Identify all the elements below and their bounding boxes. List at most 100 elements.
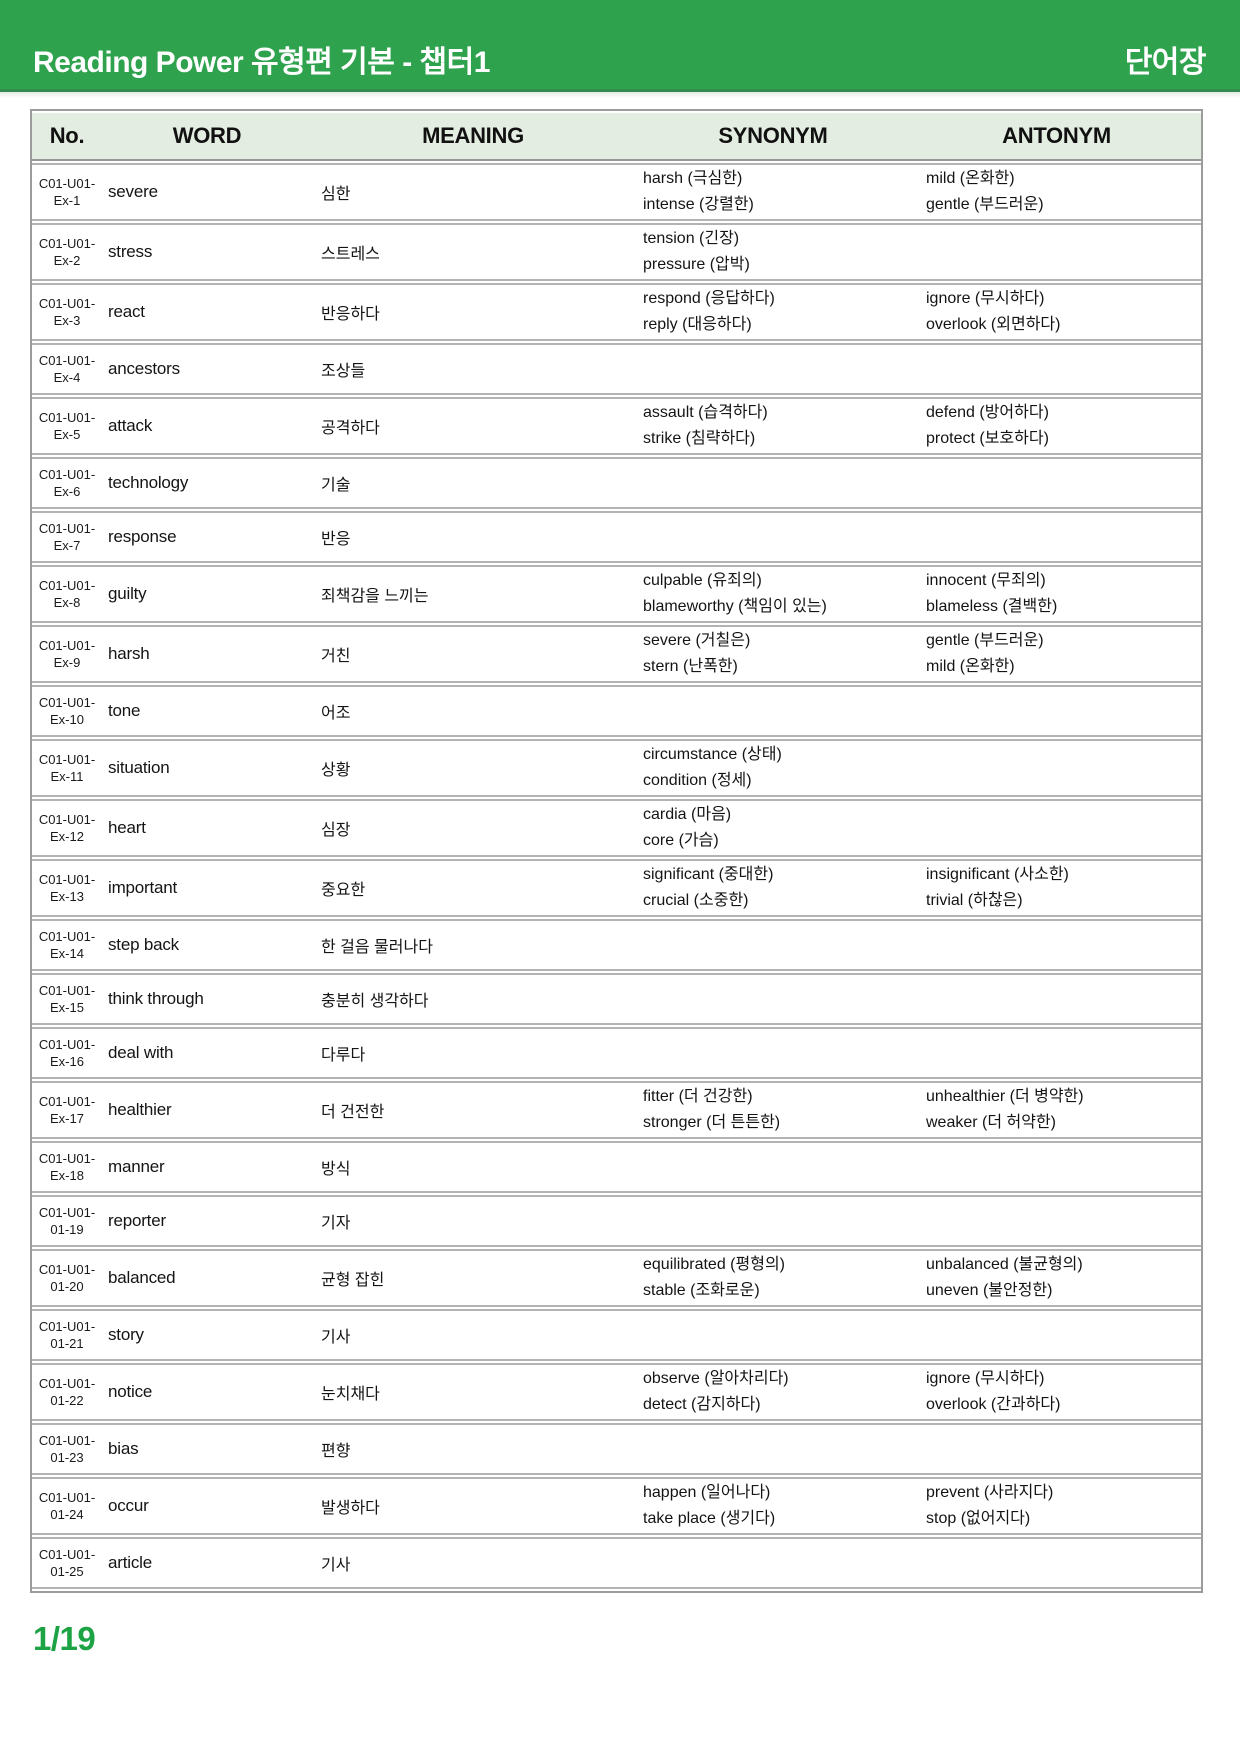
synonym-line: take place (생기다): [643, 1510, 776, 1527]
synonym-line: assault (습격하다): [643, 404, 768, 421]
word-cell: tone: [102, 685, 312, 737]
antonym-cell: [912, 685, 1201, 737]
table-row: C01-U01- Ex-14 step back 한 걸음 물러나다: [32, 919, 1201, 971]
antonym-cell: mild (온화한) gentle (부드러운): [912, 163, 1201, 221]
row-id-cell: C01-U01- Ex-11: [32, 739, 102, 797]
table-row: C01-U01- Ex-11 situation 상황 circumstance…: [32, 739, 1201, 797]
row-id-cell: C01-U01- 01-23: [32, 1423, 102, 1475]
synonym-line: respond (응답하다): [643, 290, 775, 307]
synonym-cell: [634, 511, 912, 563]
row-id-prefix: C01-U01-: [38, 176, 96, 191]
row-id-cell: C01-U01- 01-20: [32, 1249, 102, 1307]
table-row: C01-U01- Ex-8 guilty 죄책감을 느끼는 culpable (…: [32, 565, 1201, 623]
antonym-line: uneven (불안정한): [926, 1282, 1053, 1299]
row-id-cell: C01-U01- 01-24: [32, 1477, 102, 1535]
column-header-antonym: ANTONYM: [912, 113, 1201, 161]
vocab-table: No. WORD MEANING SYNONYM ANTONYM C01-U01…: [32, 111, 1201, 1591]
meaning-cell: 조상들: [312, 343, 634, 395]
antonym-line: gentle (부드러운): [926, 196, 1044, 213]
synonym-cell: equilibrated (평형의) stable (조화로운): [634, 1249, 912, 1307]
synonym-cell: assault (습격하다) strike (침략하다): [634, 397, 912, 455]
meaning-cell: 눈치채다: [312, 1363, 634, 1421]
word-cell: heart: [102, 799, 312, 857]
row-id-prefix: C01-U01-: [38, 467, 96, 482]
meaning-cell: 어조: [312, 685, 634, 737]
row-id-number: Ex-17: [50, 1111, 84, 1126]
row-id-number: Ex-11: [50, 769, 84, 784]
word-cell: response: [102, 511, 312, 563]
table-row: C01-U01- Ex-12 heart 심장 cardia (마음) core …: [32, 799, 1201, 857]
meaning-cell: 한 걸음 물러나다: [312, 919, 634, 971]
synonym-cell: respond (응답하다) reply (대응하다): [634, 283, 912, 341]
row-id-prefix: C01-U01-: [38, 296, 96, 311]
antonym-line: stop (없어지다): [926, 1510, 1031, 1527]
meaning-cell: 반응하다: [312, 283, 634, 341]
synonym-line: crucial (소중한): [643, 892, 749, 909]
antonym-line: overlook (간과하다): [926, 1396, 1061, 1413]
word-cell: react: [102, 283, 312, 341]
page-number: 1/19: [33, 1620, 96, 1657]
table-row: C01-U01- Ex-16 deal with 다루다: [32, 1027, 1201, 1079]
antonym-cell: [912, 1309, 1201, 1361]
row-id-cell: C01-U01- Ex-15: [32, 973, 102, 1025]
row-id-prefix: C01-U01-: [38, 353, 96, 368]
word-cell: important: [102, 859, 312, 917]
meaning-cell: 죄책감을 느끼는: [312, 565, 634, 623]
row-id-prefix: C01-U01-: [38, 1037, 96, 1052]
row-id-prefix: C01-U01-: [38, 1376, 96, 1391]
meaning-cell: 편향: [312, 1423, 634, 1475]
meaning-cell: 더 건전한: [312, 1081, 634, 1139]
row-id-cell: C01-U01- 01-25: [32, 1537, 102, 1589]
antonym-cell: unhealthier (더 병약한) weaker (더 허약한): [912, 1081, 1201, 1139]
antonym-cell: insignificant (사소한) trivial (하찮은): [912, 859, 1201, 917]
row-id-cell: C01-U01- 01-21: [32, 1309, 102, 1361]
meaning-cell: 충분히 생각하다: [312, 973, 634, 1025]
antonym-line: protect (보호하다): [926, 430, 1049, 447]
word-cell: stress: [102, 223, 312, 281]
row-id-prefix: C01-U01-: [38, 638, 96, 653]
row-id-number: Ex-18: [50, 1168, 84, 1183]
synonym-cell: tension (긴장) pressure (압박): [634, 223, 912, 281]
word-cell: healthier: [102, 1081, 312, 1139]
row-id-cell: C01-U01- Ex-8: [32, 565, 102, 623]
table-row: C01-U01- Ex-4 ancestors 조상들: [32, 343, 1201, 395]
synonym-cell: [634, 1423, 912, 1475]
antonym-cell: [912, 223, 1201, 281]
row-id-number: Ex-5: [53, 427, 81, 442]
row-id-number: 01-22: [50, 1393, 84, 1408]
row-id-number: 01-19: [50, 1222, 84, 1237]
table-body: C01-U01- Ex-1 severe 심한 harsh (극심한) inten…: [32, 163, 1201, 1589]
row-id-number: 01-23: [50, 1450, 84, 1465]
synonym-line: significant (중대한): [643, 866, 774, 883]
word-cell: bias: [102, 1423, 312, 1475]
antonym-line: weaker (더 허약한): [926, 1114, 1057, 1131]
antonym-line: ignore (무시하다): [926, 290, 1045, 307]
antonym-line: unhealthier (더 병약한): [926, 1088, 1084, 1105]
row-id-prefix: C01-U01-: [38, 872, 96, 887]
synonym-line: severe (거칠은): [643, 632, 751, 649]
row-id-prefix: C01-U01-: [38, 983, 96, 998]
antonym-line: insignificant (사소한): [926, 866, 1069, 883]
row-id-number: Ex-16: [50, 1054, 84, 1069]
synonym-line: circumstance (상태): [643, 746, 782, 763]
row-id-cell: C01-U01- Ex-12: [32, 799, 102, 857]
word-cell: think through: [102, 973, 312, 1025]
table-row: C01-U01- Ex-1 severe 심한 harsh (극심한) inten…: [32, 163, 1201, 221]
synonym-line: condition (정세): [643, 772, 752, 789]
row-id-cell: C01-U01- Ex-7: [32, 511, 102, 563]
antonym-cell: [912, 1027, 1201, 1079]
meaning-cell: 중요한: [312, 859, 634, 917]
antonym-cell: [912, 1423, 1201, 1475]
column-header-no: No.: [32, 113, 102, 161]
synonym-line: harsh (극심한): [643, 170, 743, 187]
table-header: No. WORD MEANING SYNONYM ANTONYM: [32, 113, 1201, 161]
antonym-line: ignore (무시하다): [926, 1370, 1045, 1387]
synonym-line: observe (알아차리다): [643, 1370, 789, 1387]
row-id-number: Ex-14: [50, 946, 84, 961]
synonym-cell: fitter (더 건강한) stronger (더 튼튼한): [634, 1081, 912, 1139]
antonym-cell: unbalanced (불균형의) uneven (불안정한): [912, 1249, 1201, 1307]
row-id-number: Ex-1: [53, 193, 81, 208]
antonym-cell: [912, 511, 1201, 563]
antonym-line: overlook (외면하다): [926, 316, 1061, 333]
row-id-prefix: C01-U01-: [38, 521, 96, 536]
